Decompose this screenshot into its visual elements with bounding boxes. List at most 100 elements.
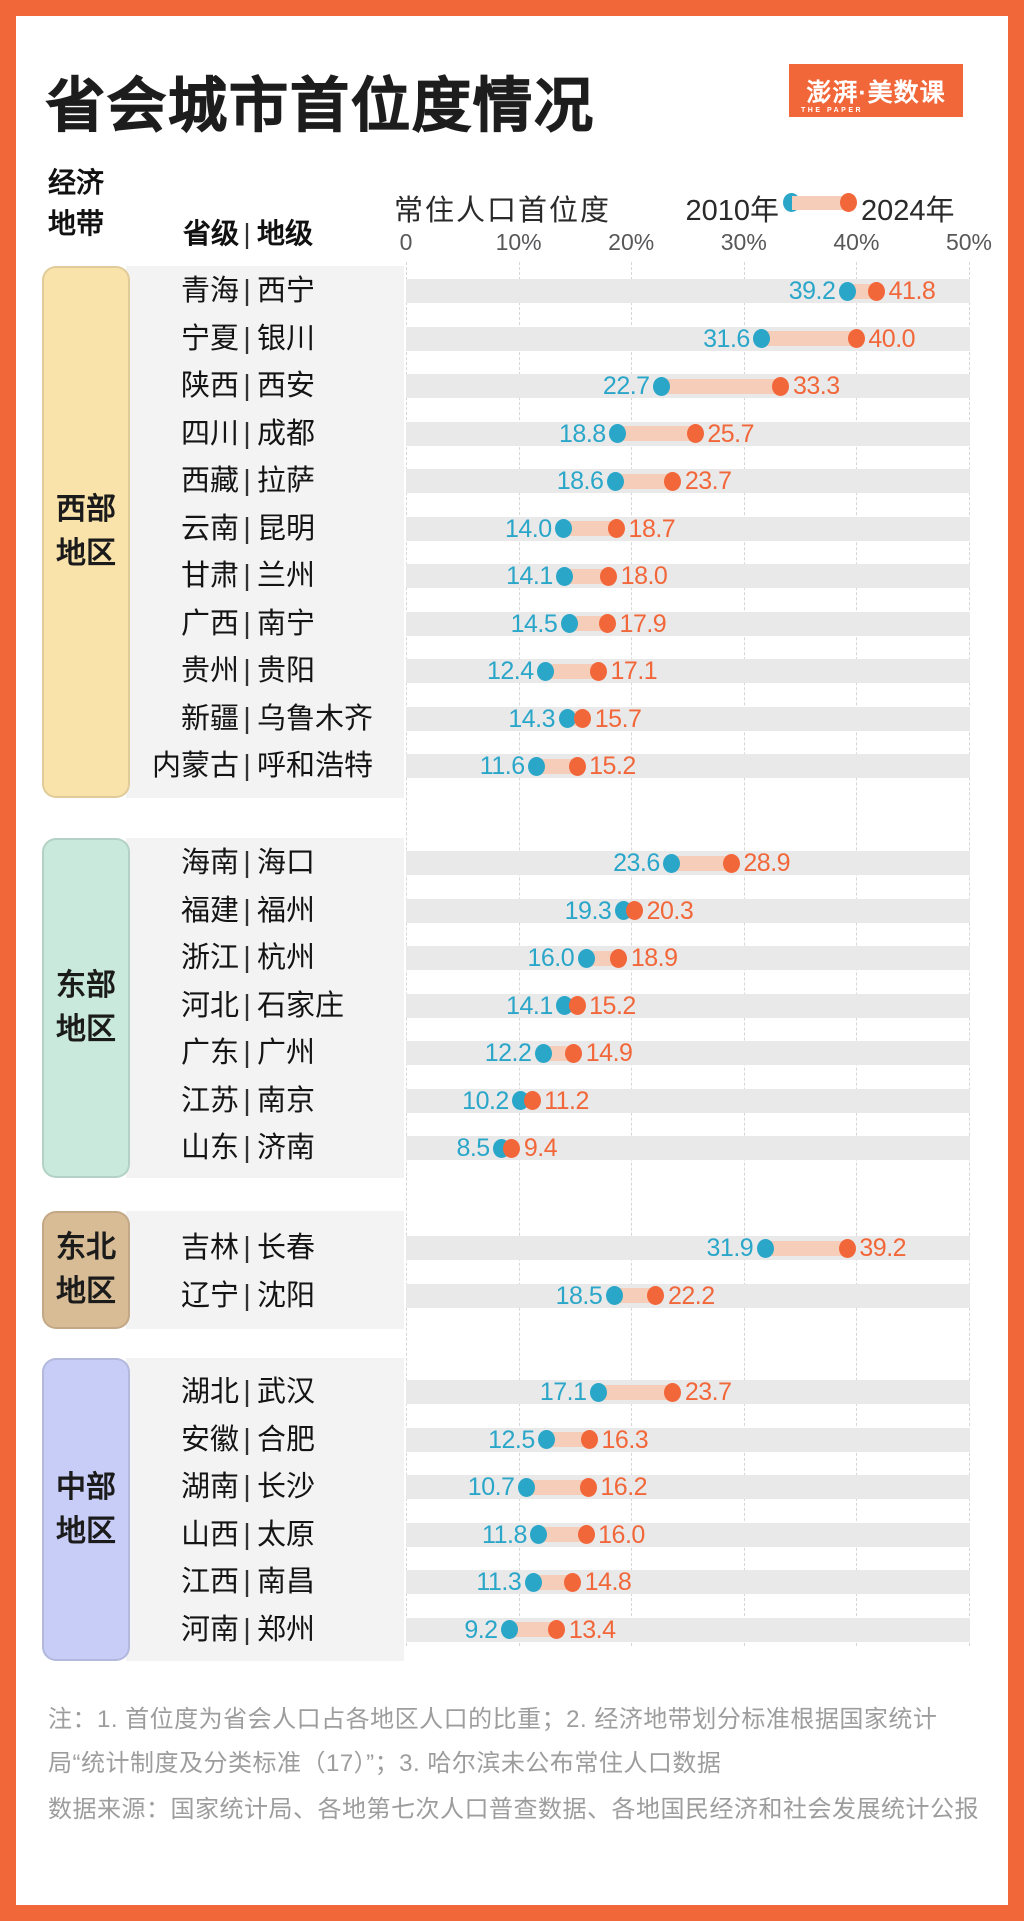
row-province-label: 吉林 bbox=[180, 1232, 239, 1264]
page-title: 省会城市首位度情况 bbox=[45, 73, 596, 140]
value-2024-label: 22.2 bbox=[667, 1281, 715, 1310]
row-city-label: 长沙 bbox=[257, 1471, 316, 1503]
axis-tick-label: 20% bbox=[608, 229, 655, 255]
axis-tick-label: 0 bbox=[399, 229, 413, 255]
value-2024-label: 14.8 bbox=[584, 1568, 632, 1596]
row-province-label: 安徽 bbox=[180, 1423, 239, 1456]
row-track bbox=[406, 326, 970, 351]
dot-2010 bbox=[524, 1572, 542, 1592]
dot-2024 bbox=[590, 661, 608, 681]
row-separator: | bbox=[243, 417, 251, 450]
value-2010-label: 14.1 bbox=[506, 562, 553, 590]
row-city-label: 广州 bbox=[257, 1037, 316, 1069]
row-province-label: 山东 bbox=[180, 1132, 239, 1164]
change-connector bbox=[538, 1527, 587, 1542]
value-2010-label: 14.0 bbox=[504, 514, 552, 543]
change-connector bbox=[614, 1288, 656, 1303]
row-city-label: 南京 bbox=[257, 1084, 316, 1117]
row-city-label: 西宁 bbox=[257, 275, 316, 307]
axis-tick-label: 50% bbox=[945, 229, 993, 255]
change-connector bbox=[569, 616, 608, 631]
dot-2024 bbox=[664, 471, 682, 491]
dot-2024 bbox=[686, 424, 704, 443]
row-label-panel bbox=[126, 1211, 404, 1329]
value-2024-label: 11.2 bbox=[544, 1086, 589, 1115]
dot-2010 bbox=[556, 566, 574, 586]
dot-2024 bbox=[600, 566, 618, 586]
dot-2024 bbox=[523, 1091, 541, 1110]
row-city-label: 太原 bbox=[257, 1518, 316, 1551]
value-2024-label: 16.3 bbox=[601, 1425, 649, 1454]
dot-2024 bbox=[868, 281, 886, 301]
value-2024-label: 15.2 bbox=[589, 991, 636, 1020]
value-2010-label: 9.2 bbox=[464, 1615, 498, 1644]
row-city-label: 长春 bbox=[257, 1232, 316, 1264]
row-track bbox=[406, 279, 970, 303]
value-2024-label: 14.9 bbox=[585, 1039, 633, 1067]
row-province-label: 海南 bbox=[180, 847, 239, 879]
row-province-label: 江西 bbox=[180, 1566, 239, 1598]
row-track bbox=[406, 1522, 970, 1547]
row-province-label: 内蒙古 bbox=[151, 750, 239, 782]
legend-2010-label: 2010年 bbox=[685, 195, 779, 227]
row-province-label: 辽宁 bbox=[180, 1279, 239, 1312]
change-connector bbox=[533, 1574, 573, 1590]
row-province-label: 湖南 bbox=[180, 1471, 239, 1503]
row-province-label: 云南 bbox=[180, 512, 239, 545]
dot-2024 bbox=[564, 1572, 582, 1592]
brand-logo-subtext: THE PAPER bbox=[801, 107, 864, 114]
row-separator: | bbox=[243, 1084, 251, 1117]
row-province-label: 贵州 bbox=[180, 655, 239, 687]
value-2010-label: 14.3 bbox=[508, 704, 556, 733]
region-label: 地区 bbox=[56, 1275, 116, 1308]
row-separator: | bbox=[243, 702, 251, 735]
row-track bbox=[406, 611, 970, 636]
row-city-label: 合肥 bbox=[257, 1423, 316, 1456]
value-2024-label: 23.7 bbox=[684, 1378, 732, 1406]
row-province-label: 湖北 bbox=[180, 1376, 239, 1408]
dot-2010 bbox=[501, 1620, 519, 1639]
row-track bbox=[406, 516, 970, 541]
row-label-panel bbox=[126, 1358, 404, 1661]
dot-2024 bbox=[577, 1525, 595, 1544]
row-track bbox=[406, 1283, 970, 1308]
change-connector bbox=[564, 568, 609, 584]
brand-logo: 澎湃·美数课 THE PAPER bbox=[789, 64, 963, 117]
row-city-label: 呼和浩特 bbox=[257, 750, 374, 782]
value-2024-label: 15.2 bbox=[589, 752, 636, 780]
row-separator: | bbox=[243, 1376, 251, 1408]
value-2010-label: 18.8 bbox=[559, 419, 606, 448]
row-city-label: 西安 bbox=[257, 370, 316, 402]
row-track bbox=[406, 1570, 970, 1594]
dot-2024 bbox=[772, 376, 790, 396]
dot-2024 bbox=[581, 1430, 599, 1449]
row-separator: | bbox=[243, 989, 251, 1022]
value-2010-label: 11.8 bbox=[482, 1520, 527, 1549]
value-2024-label: 25.7 bbox=[707, 419, 755, 448]
row-separator: | bbox=[243, 1423, 251, 1456]
row-track bbox=[406, 469, 970, 493]
row-track bbox=[406, 898, 970, 923]
dot-2024 bbox=[838, 1238, 856, 1258]
dot-2010 bbox=[558, 709, 576, 728]
row-city-label: 兰州 bbox=[257, 560, 316, 592]
row-city-label: 成都 bbox=[257, 417, 316, 450]
value-2010-label: 12.4 bbox=[486, 657, 534, 685]
data-source: 数据来源：国家统计局、各地第七次人口普查数据、各地国民经济和社会发展统计公报 bbox=[48, 1796, 979, 1823]
value-2024-label: 39.2 bbox=[859, 1234, 907, 1262]
dot-2024 bbox=[610, 948, 628, 968]
dot-2010 bbox=[537, 661, 555, 681]
value-2024-label: 13.4 bbox=[568, 1615, 616, 1644]
change-connector bbox=[509, 1622, 557, 1637]
dot-2010 bbox=[560, 614, 578, 633]
dot-2024 bbox=[599, 614, 617, 633]
value-2010-label: 11.3 bbox=[476, 1568, 522, 1596]
row-city-label: 海口 bbox=[257, 847, 316, 879]
value-2024-label: 28.9 bbox=[743, 849, 791, 877]
row-city-label: 石家庄 bbox=[257, 989, 345, 1022]
row-province-label: 青海 bbox=[180, 275, 239, 307]
row-city-label: 拉萨 bbox=[257, 465, 316, 497]
value-2024-label: 18.9 bbox=[630, 944, 678, 972]
brand-logo-text: 澎湃·美数课 bbox=[806, 78, 946, 107]
row-separator: | bbox=[243, 750, 251, 782]
